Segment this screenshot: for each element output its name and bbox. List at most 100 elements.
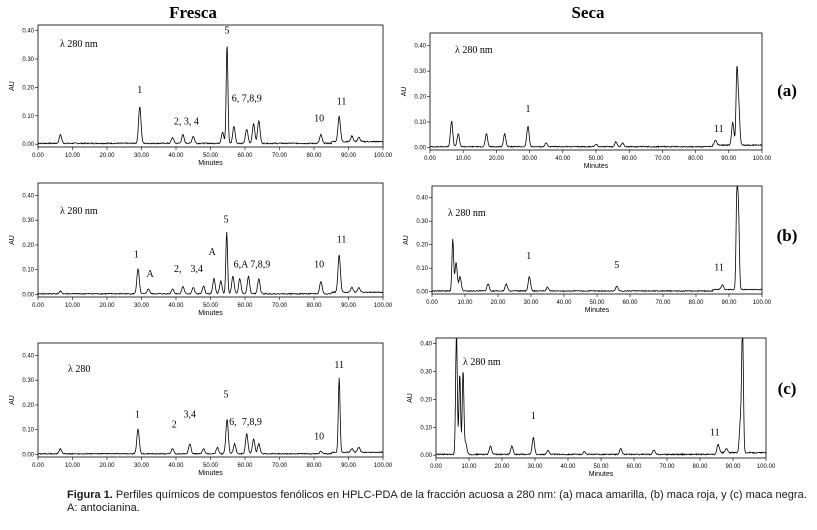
y-tick-label: 0.00 <box>414 145 426 151</box>
peak-label: 1 <box>135 409 140 420</box>
x-tick-label: 70.00 <box>659 464 675 470</box>
x-tick-label: 100.00 <box>374 303 393 309</box>
column-title-seca: Seca <box>571 3 605 22</box>
peak-label: 1 <box>531 411 536 422</box>
x-axis-label: Minutes <box>589 471 614 478</box>
x-tick-label: 20.00 <box>99 303 115 309</box>
x-tick-label: 0.00 <box>430 464 442 470</box>
x-tick-label: 70.00 <box>655 300 671 306</box>
peak-label: 5 <box>614 260 619 271</box>
y-tick-label: 0.00 <box>420 453 432 459</box>
x-tick-label: 20.00 <box>99 153 115 159</box>
peak-label: 2, <box>174 264 182 275</box>
peak-label: 11 <box>710 428 720 439</box>
peak-label: 3,4 <box>184 409 197 420</box>
x-tick-label: 30.00 <box>522 156 538 162</box>
y-tick-label: 0.40 <box>22 353 34 359</box>
y-tick-label: 0.20 <box>416 243 428 249</box>
x-axis-label: Minutes <box>198 470 223 477</box>
peak-label: 1 <box>526 251 531 262</box>
chart-fresca-a: 0.00 0.10 0.20 0.30 0.40 0.00 10.00 20.00 30.00 4… <box>9 24 393 167</box>
caption-label: Figura 1. <box>67 489 113 501</box>
x-axis-label: Minutes <box>585 307 610 314</box>
x-tick-label: 20.00 <box>99 463 115 469</box>
x-tick-label: 30.00 <box>134 303 150 309</box>
x-tick-label: 40.00 <box>556 300 572 306</box>
chart-fresca-b: 0.00 0.10 0.20 0.30 0.40 0.00 10.00 20.00 30.00 4… <box>9 182 393 317</box>
x-tick-label: 50.00 <box>203 153 219 159</box>
y-tick-label: 0.20 <box>22 403 34 409</box>
x-tick-label: 20.00 <box>490 300 506 306</box>
x-tick-label: 60.00 <box>622 156 638 162</box>
peak-label: 1 <box>525 104 530 115</box>
x-tick-label: 50.00 <box>589 300 605 306</box>
y-tick-label: 0.10 <box>22 428 34 434</box>
x-tick-label: 30.00 <box>523 300 539 306</box>
y-tick-label: 0.00 <box>416 290 428 296</box>
peak-label: 6, 7,8,9 <box>232 94 262 105</box>
chromatogram-trace <box>37 231 384 296</box>
x-tick-label: 60.00 <box>237 153 253 159</box>
peak-label: 6, <box>229 417 237 428</box>
x-tick-label: 100.00 <box>753 300 772 306</box>
x-tick-label: 90.00 <box>721 300 737 306</box>
peak-label: 2 <box>172 419 177 430</box>
x-tick-label: 70.00 <box>272 153 288 159</box>
row-label-a: (a) <box>777 81 797 100</box>
x-tick-label: 70.00 <box>272 463 288 469</box>
x-tick-label: 80.00 <box>306 303 322 309</box>
y-tick-label: 0.40 <box>420 342 432 348</box>
plot-frame <box>435 337 767 459</box>
x-tick-label: 50.00 <box>203 463 219 469</box>
x-tick-label: 30.00 <box>527 464 543 470</box>
peak-label: 10 <box>314 113 324 124</box>
wavelength-annotation: λ 280 nm <box>448 208 486 219</box>
chromatogram-panels: 0.000.100.200.300.400.00 10.00 20.00 30.00 4… <box>9 24 776 478</box>
y-axis-label: AU <box>9 81 16 91</box>
x-tick-label: 80.00 <box>306 153 322 159</box>
caption-text: Perfiles químicos de compuestos fenólico… <box>67 489 807 514</box>
peak-label: 1 <box>137 85 142 96</box>
peak-label: 6,A 7,8,9 <box>234 259 271 270</box>
y-tick-label: 0.30 <box>22 57 34 63</box>
x-tick-label: 60.00 <box>237 303 253 309</box>
peak-label: 10 <box>314 259 324 270</box>
y-tick-label: 0.30 <box>414 69 426 75</box>
column-title-fresca: Fresca <box>169 3 217 22</box>
chromatogram-trace <box>435 338 767 456</box>
x-tick-label: 10.00 <box>457 300 473 306</box>
y-tick-label: 0.20 <box>22 243 34 249</box>
x-tick-label: 80.00 <box>692 464 708 470</box>
y-tick-label: 0.00 <box>22 142 34 148</box>
x-axis-label: Minutes <box>198 160 223 167</box>
x-tick-label: 80.00 <box>688 156 704 162</box>
chart-seca-b: 0.00 0.10 0.20 0.30 0.40 0.00 10.00 20.00 30.00 4… <box>403 185 772 314</box>
y-tick-label: 0.40 <box>414 44 426 50</box>
x-tick-label: 40.00 <box>168 153 184 159</box>
x-tick-label: 10.00 <box>461 464 477 470</box>
x-tick-label: 0.00 <box>32 153 44 159</box>
x-tick-label: 0.00 <box>32 463 44 469</box>
x-tick-label: 40.00 <box>555 156 571 162</box>
x-tick-label: 50.00 <box>203 303 219 309</box>
y-tick-label: 0.30 <box>420 369 432 375</box>
y-tick-label: 0.30 <box>22 218 34 224</box>
y-tick-label: 0.30 <box>416 219 428 225</box>
y-tick-label: 0.40 <box>416 196 428 202</box>
wavelength-annotation: λ 280 nm <box>455 45 493 56</box>
chromatogram-trace <box>37 46 384 145</box>
peak-label: 11 <box>714 124 724 135</box>
x-tick-label: 30.00 <box>134 153 150 159</box>
peak-label: 7,8,9 <box>242 417 262 428</box>
x-tick-label: 20.00 <box>494 464 510 470</box>
x-tick-label: 10.00 <box>456 156 472 162</box>
x-tick-label: 90.00 <box>341 463 357 469</box>
y-tick-label: 0.10 <box>22 268 34 274</box>
plot-frame <box>37 182 384 298</box>
figure-caption: Figura 1. Perfiles químicos de compuesto… <box>67 489 807 515</box>
x-tick-label: 90.00 <box>341 303 357 309</box>
x-tick-label: 90.00 <box>341 153 357 159</box>
peak-label: A <box>209 247 217 258</box>
x-tick-label: 60.00 <box>237 463 253 469</box>
